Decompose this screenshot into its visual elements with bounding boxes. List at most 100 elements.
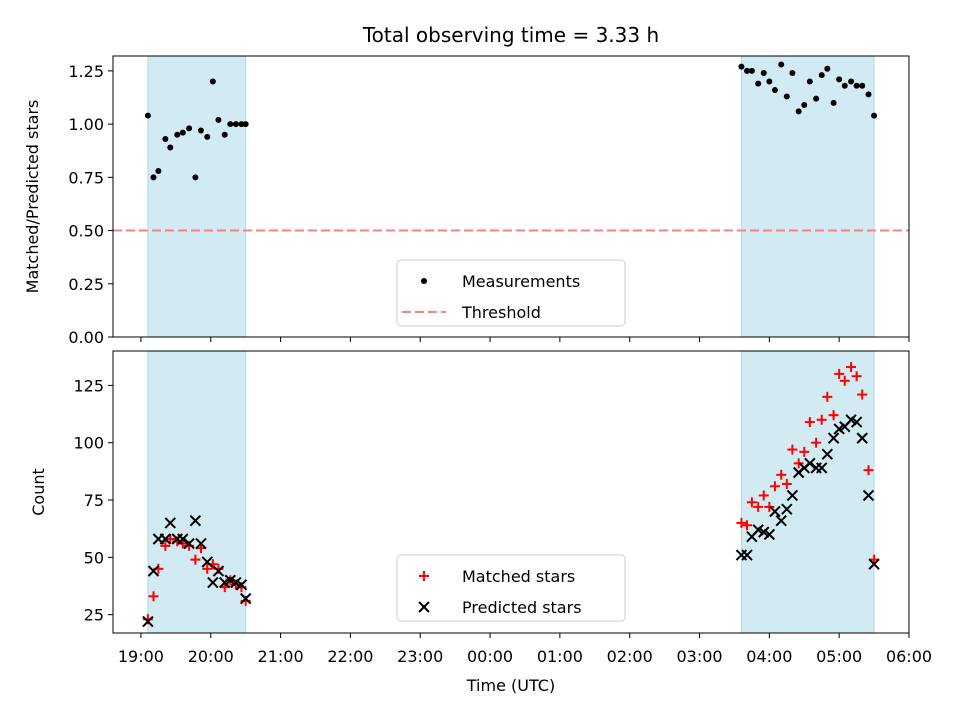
count-xtick-label: 01:00 <box>537 647 583 666</box>
count-ytick-label: 25 <box>84 606 104 625</box>
legend-measurement-marker <box>421 278 427 284</box>
predicted-star-point-b <box>183 537 195 550</box>
count-x-axis-ticks: 19:00 20:00 21:00 22:00 23:00 00:00 01:00 02:00… <box>118 633 932 666</box>
legend-matched-marker <box>419 571 429 581</box>
predicted-star-point-b <box>235 579 248 591</box>
predicted-star-point-b <box>786 489 799 502</box>
measurement-point <box>806 78 813 85</box>
measurement-point <box>150 174 157 181</box>
measurement-point <box>848 78 855 85</box>
ratio-legend-label: Measurements <box>462 272 580 291</box>
ratio-ytick-label: 0.25 <box>68 275 104 294</box>
predicted-star-point <box>142 615 154 628</box>
measurement-point <box>744 67 751 74</box>
matched-star-point <box>776 469 787 480</box>
count-xtick-label: 19:00 <box>118 647 164 666</box>
figure-title: Total observing time = 3.33 h <box>362 23 659 47</box>
count-xtick-label: 22:00 <box>327 647 373 666</box>
ratio-legend-label: Threshold <box>461 303 541 322</box>
predicted-star-point <box>195 537 207 550</box>
matched-star-point <box>769 481 780 492</box>
matched-star-point <box>863 465 874 476</box>
predicted-star-point-b <box>781 503 793 515</box>
count-ytick-label: 75 <box>84 491 104 510</box>
predicted-star-point-b <box>868 558 880 570</box>
count-ytick-label: 125 <box>73 376 104 395</box>
matched-star-point <box>148 591 159 602</box>
matched-star-point <box>857 389 868 400</box>
measurement-point <box>167 144 174 151</box>
matched-star-point <box>787 444 798 455</box>
measurement-point <box>209 78 216 85</box>
predicted-star-point-b <box>827 432 840 444</box>
matched-star-point <box>753 501 764 512</box>
matched-star-point <box>834 368 845 379</box>
predicted-star-point <box>862 489 875 502</box>
matched-star-point <box>799 446 810 457</box>
predicted-star-point-b <box>804 457 816 470</box>
count-panel: 25 50 75 100 125 19:00 20:00 21:00 22:00 23:00 00… <box>29 350 932 695</box>
measurement-point <box>221 131 228 138</box>
matched-star-point <box>165 534 176 544</box>
matched-star-point <box>742 520 753 531</box>
measurement-point <box>197 127 204 134</box>
count-y-axis-ticks: 25 50 75 100 125 <box>73 376 113 625</box>
predicted-star-point <box>856 432 868 444</box>
predicted-star-point <box>786 489 799 502</box>
measurement-point <box>186 125 193 132</box>
measurement-point <box>738 63 745 70</box>
measurement-point <box>215 116 222 123</box>
measurement-point <box>813 95 820 102</box>
count-legend-label: Predicted stars <box>462 598 582 617</box>
ratio-ytick-label: 1.00 <box>68 115 104 134</box>
measurement-point <box>755 80 762 87</box>
measurement-point <box>871 112 878 119</box>
ratio-y-axis-label: Matched/Predicted stars <box>23 100 42 294</box>
predicted-star-point <box>868 558 880 570</box>
predicted-star-point <box>147 565 160 577</box>
ratio-legend: Measurements Threshold <box>396 259 626 327</box>
predicted-star-point <box>159 533 172 545</box>
measurement-point <box>144 112 151 119</box>
predicted-star-point-b <box>758 526 770 538</box>
predicted-star-point <box>804 457 816 470</box>
measurement-point <box>830 99 837 106</box>
predicted-star-point-b <box>164 517 176 529</box>
count-legend-label: Matched stars <box>462 567 575 586</box>
count-xtick-label: 04:00 <box>746 647 792 666</box>
count-xtick-label: 05:00 <box>816 647 862 666</box>
predicted-star-point-b <box>224 574 237 586</box>
predicted-star-point-b <box>212 565 225 577</box>
matched-star-point <box>839 375 850 386</box>
predicted-star-point-b <box>845 414 857 426</box>
predicted-star-point <box>177 533 189 545</box>
predicted-star-point-b <box>147 565 160 577</box>
measurement-point <box>242 121 249 128</box>
predicted-star-point-b <box>195 537 207 550</box>
count-x-axis-label: Time (UTC) <box>466 676 555 695</box>
count-xtick-label: 02:00 <box>607 647 653 666</box>
count-ytick-label: 50 <box>84 548 104 567</box>
predicted-star-point <box>769 505 781 518</box>
predicted-star-point <box>775 514 787 527</box>
matched-star-point <box>160 540 171 551</box>
count-axes-frame <box>112 350 910 634</box>
measurement-point <box>789 70 796 77</box>
measurement-point <box>865 91 872 98</box>
predicted-star-point <box>235 579 248 591</box>
predicted-star-point-b <box>763 528 776 541</box>
measurement-point <box>232 121 239 128</box>
predicted-star-point <box>741 549 753 561</box>
predicted-star-point-b <box>741 549 753 561</box>
legend-predicted-marker <box>418 601 430 613</box>
measurement-point <box>179 129 186 136</box>
matched-star-point <box>822 391 833 402</box>
predicted-star-point-b <box>850 416 863 428</box>
measurement-point <box>238 121 245 128</box>
predicted-star-point-b <box>159 533 172 545</box>
predicted-star-point-b <box>201 556 213 568</box>
measurement-point <box>174 131 181 138</box>
predicted-star-point-b <box>142 615 154 628</box>
measurement-point <box>783 93 790 100</box>
count-xtick-label: 03:00 <box>676 647 722 666</box>
